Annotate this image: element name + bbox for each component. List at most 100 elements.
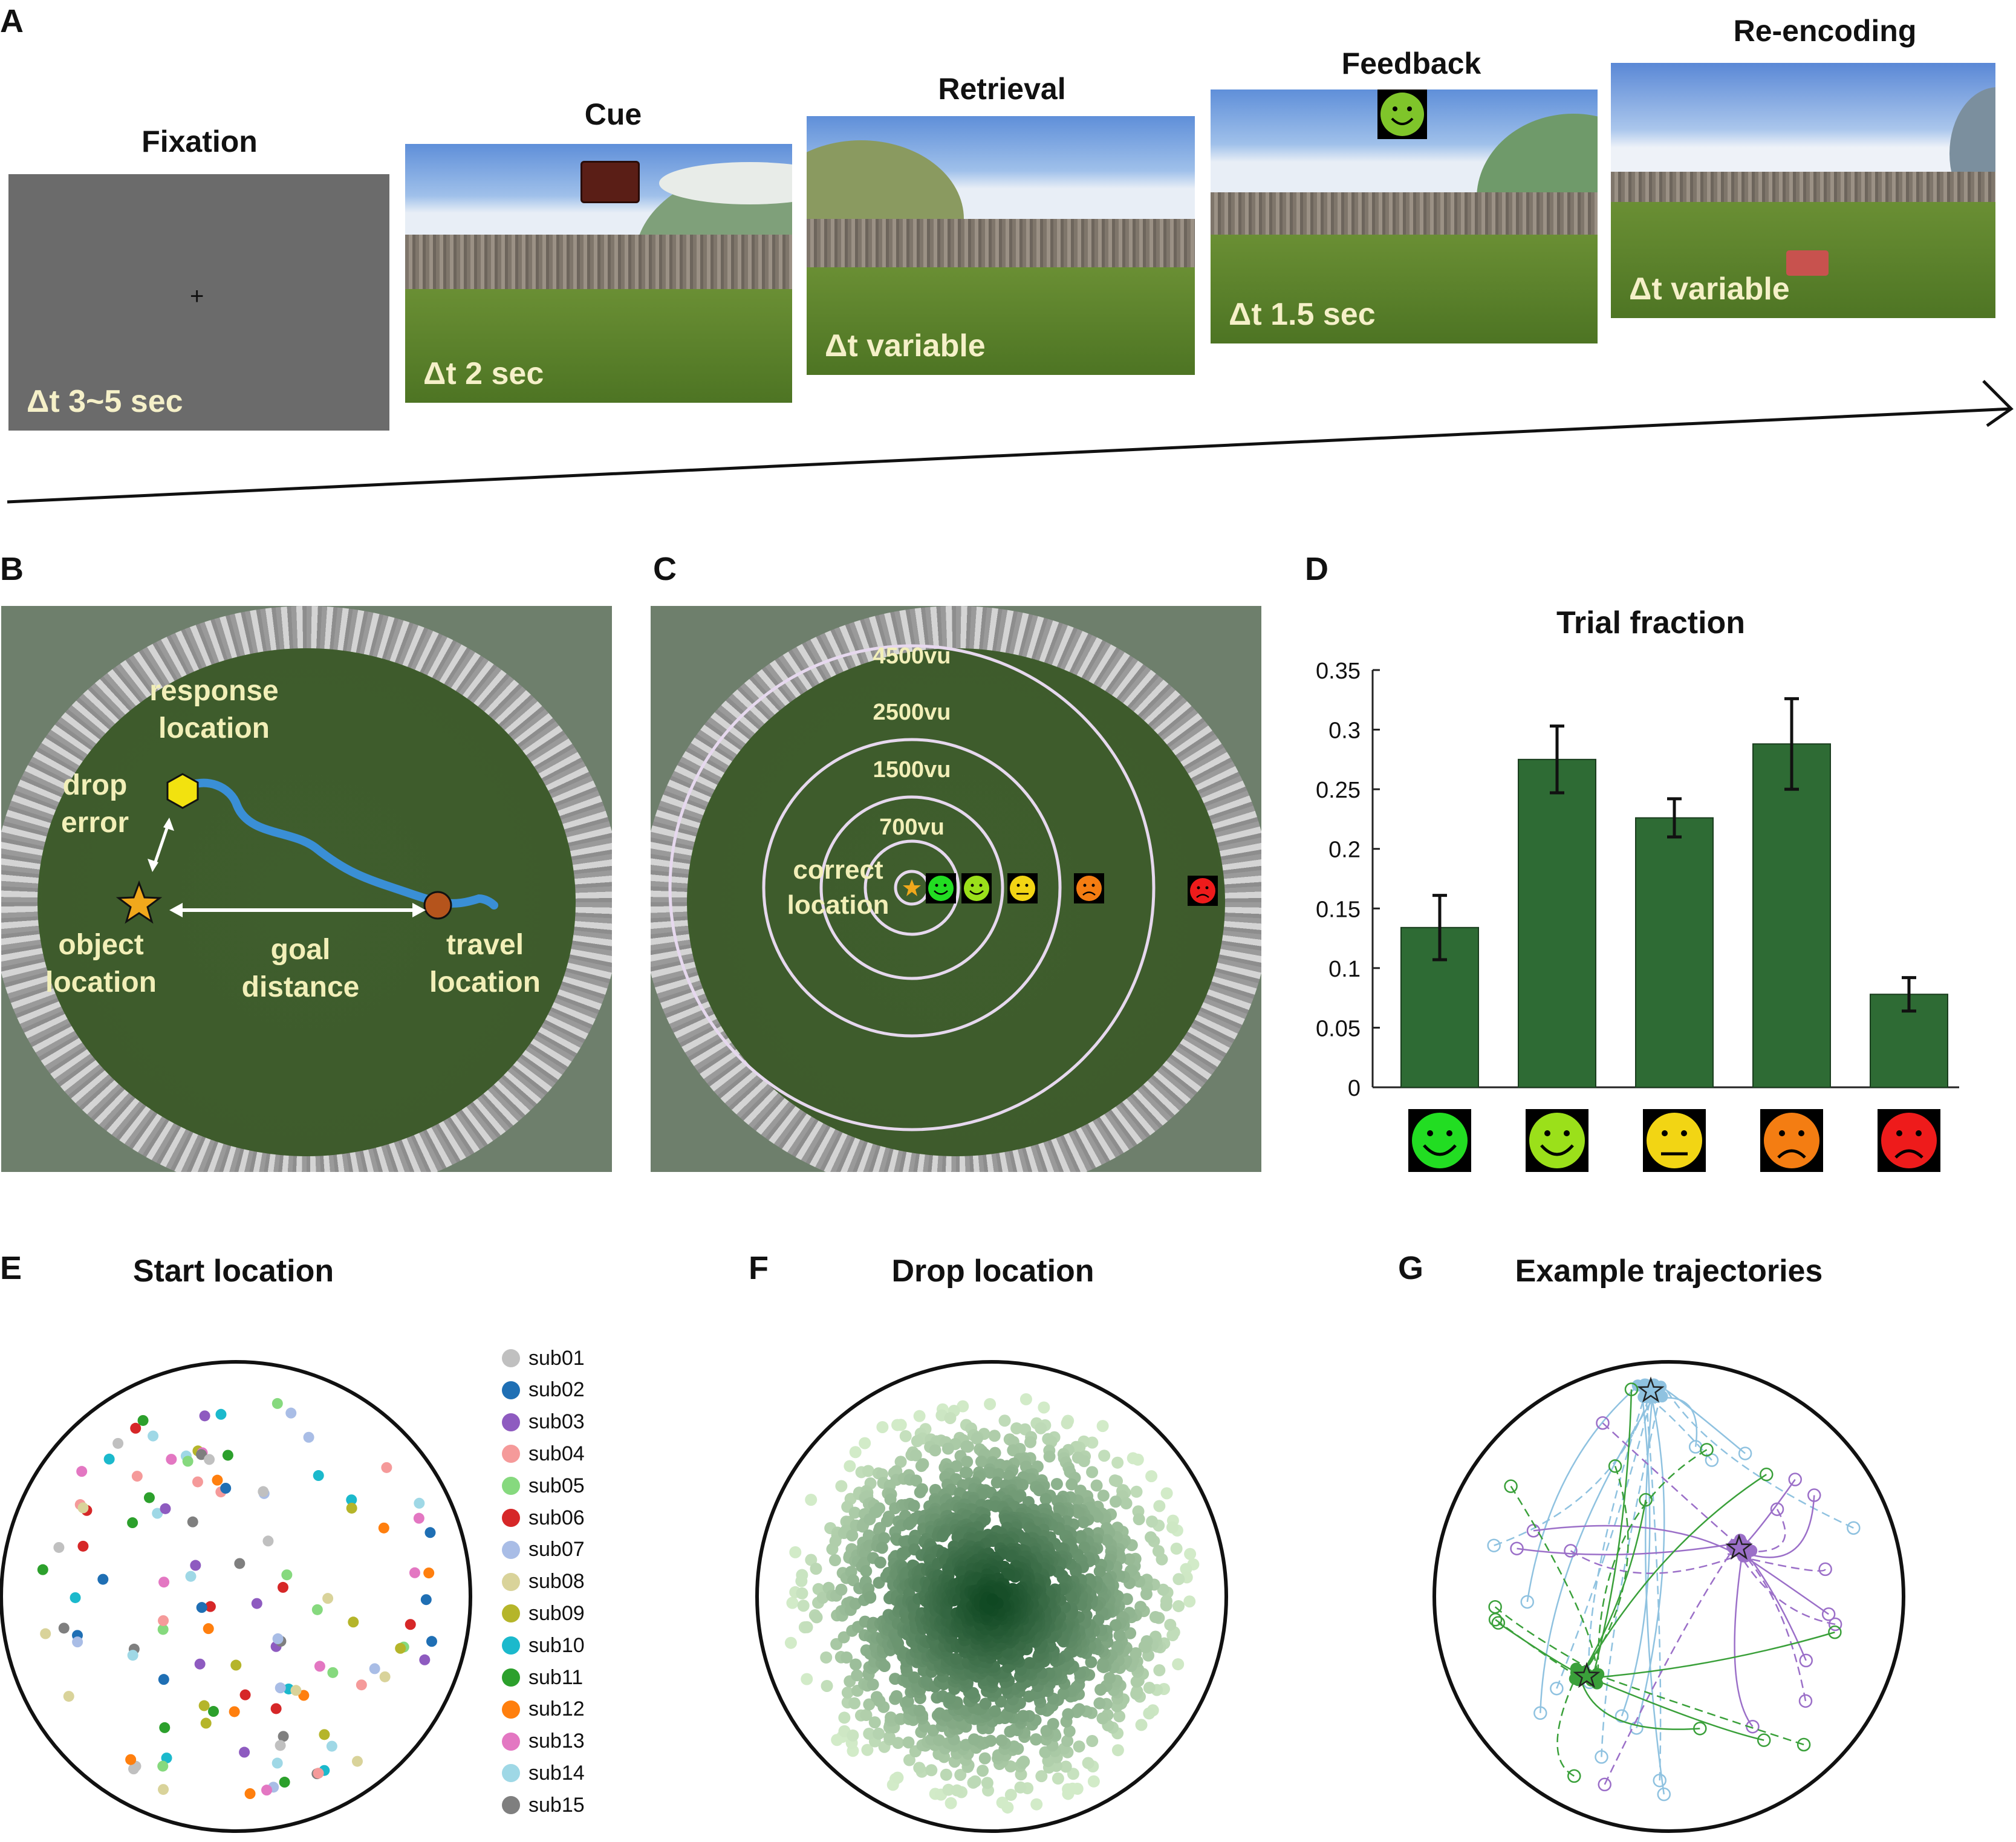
- correct-location-star: [903, 879, 921, 896]
- drop-point: [1183, 1595, 1196, 1608]
- start-point: [159, 1722, 171, 1733]
- start-point: [53, 1541, 65, 1553]
- drop-point: [902, 1736, 915, 1749]
- drop-point: [805, 1554, 818, 1566]
- start-point: [419, 1654, 431, 1665]
- drop-point: [1039, 1492, 1052, 1505]
- arena-boundary: [1432, 1360, 1905, 1833]
- start-marker: [1596, 1416, 1610, 1430]
- start-point: [130, 1422, 141, 1434]
- drop-point: [1111, 1456, 1124, 1469]
- drop-point: [1062, 1708, 1075, 1720]
- panel-letter-f: F: [749, 1250, 769, 1286]
- drop-point: [1149, 1611, 1162, 1624]
- fixation-cross: +: [190, 283, 204, 310]
- trial-fraction-chart: 0 0.05 0.1 0.15 0.2 0.25 0.3 0.35: [1316, 659, 1959, 1172]
- start-point: [230, 1659, 242, 1671]
- drop-point: [1153, 1664, 1166, 1677]
- drop-point: [1004, 1789, 1017, 1801]
- legend-label: sub09: [528, 1601, 585, 1625]
- start-point: [369, 1663, 380, 1674]
- drop-point: [862, 1529, 875, 1542]
- target-star: [1637, 1376, 1665, 1403]
- drop-point: [1123, 1553, 1136, 1566]
- start-marker: [1487, 1538, 1501, 1552]
- drop-point: [1097, 1489, 1110, 1502]
- start-marker: [1760, 1467, 1774, 1482]
- drop-point: [797, 1600, 810, 1612]
- start-point: [314, 1661, 325, 1672]
- start-point: [378, 1522, 389, 1534]
- start-point: [127, 1517, 138, 1529]
- drop-point: [961, 1466, 974, 1479]
- drop-point: [1059, 1760, 1072, 1773]
- start-point: [303, 1431, 314, 1443]
- drop-point: [820, 1651, 833, 1664]
- start-point: [281, 1569, 293, 1581]
- frame-title-retrieval: Retrieval: [938, 72, 1066, 106]
- drop-point: [894, 1456, 907, 1468]
- response-location-label: response location: [149, 675, 279, 744]
- start-point: [185, 1570, 197, 1582]
- start-point: [413, 1512, 424, 1524]
- drop-point: [1120, 1497, 1133, 1510]
- start-marker: [1828, 1625, 1842, 1639]
- legend-item: sub06: [502, 1502, 585, 1534]
- drop-point: [942, 1783, 955, 1796]
- start-point: [270, 1703, 282, 1714]
- drop-point: [1170, 1542, 1183, 1555]
- start-marker: [1491, 1616, 1506, 1630]
- legend-item: sub01: [502, 1342, 585, 1374]
- trajectory: [1747, 1495, 1815, 1558]
- drop-point: [1086, 1735, 1099, 1748]
- legend-item: sub03: [502, 1407, 585, 1438]
- start-marker: [1807, 1488, 1821, 1502]
- drop-point: [870, 1506, 883, 1518]
- travel-location-label: travel location: [429, 929, 541, 998]
- drop-point: [1113, 1629, 1126, 1642]
- drop-point: [1063, 1725, 1076, 1737]
- start-point: [137, 1414, 149, 1426]
- start-point: [77, 1502, 89, 1514]
- trajectory: [1575, 1671, 1764, 1741]
- drop-point: [941, 1607, 954, 1620]
- duration-label: Δt variable: [825, 328, 986, 363]
- legend-swatch: [502, 1349, 520, 1367]
- drop-point: [971, 1433, 983, 1445]
- drop-point: [944, 1691, 957, 1704]
- start-marker: [1630, 1721, 1644, 1735]
- start-marker: [1657, 1787, 1671, 1801]
- drop-point: [1109, 1619, 1122, 1632]
- drop-point: [1008, 1740, 1021, 1753]
- drop-point: [1018, 1756, 1030, 1768]
- drop-point: [1023, 1690, 1035, 1703]
- start-point: [194, 1658, 206, 1670]
- trajectory: [1494, 1399, 1649, 1546]
- bar: [1752, 743, 1831, 1088]
- drop-location-plot: [755, 1360, 1228, 1833]
- trajectory: [1740, 1555, 1836, 1626]
- start-marker: [1738, 1447, 1752, 1460]
- ring-label-1500: 1500vu: [873, 757, 951, 783]
- start-point: [258, 1486, 269, 1497]
- drop-point: [1073, 1703, 1086, 1716]
- yellow-neutral-icon: [1643, 1109, 1706, 1172]
- drop-point: [1101, 1534, 1113, 1546]
- trajectory: [1533, 1525, 1738, 1555]
- drop-point: [1104, 1671, 1116, 1684]
- drop-point: [1091, 1510, 1104, 1523]
- start-marker: [1847, 1521, 1861, 1535]
- start-point: [239, 1746, 250, 1758]
- drop-point: [945, 1797, 957, 1809]
- start-point: [112, 1437, 124, 1449]
- drop-point: [786, 1596, 799, 1609]
- drop-point: [995, 1734, 1008, 1747]
- drop-point: [977, 1765, 989, 1777]
- correct-location-label: correct location: [787, 855, 889, 920]
- drop-point: [913, 1704, 926, 1717]
- example-trajectories-title: Example trajectories: [1515, 1254, 1823, 1289]
- trajectory: [1621, 1384, 1651, 1717]
- drop-point: [848, 1506, 861, 1519]
- legend-label: sub08: [528, 1570, 585, 1593]
- drop-point: [1111, 1640, 1123, 1653]
